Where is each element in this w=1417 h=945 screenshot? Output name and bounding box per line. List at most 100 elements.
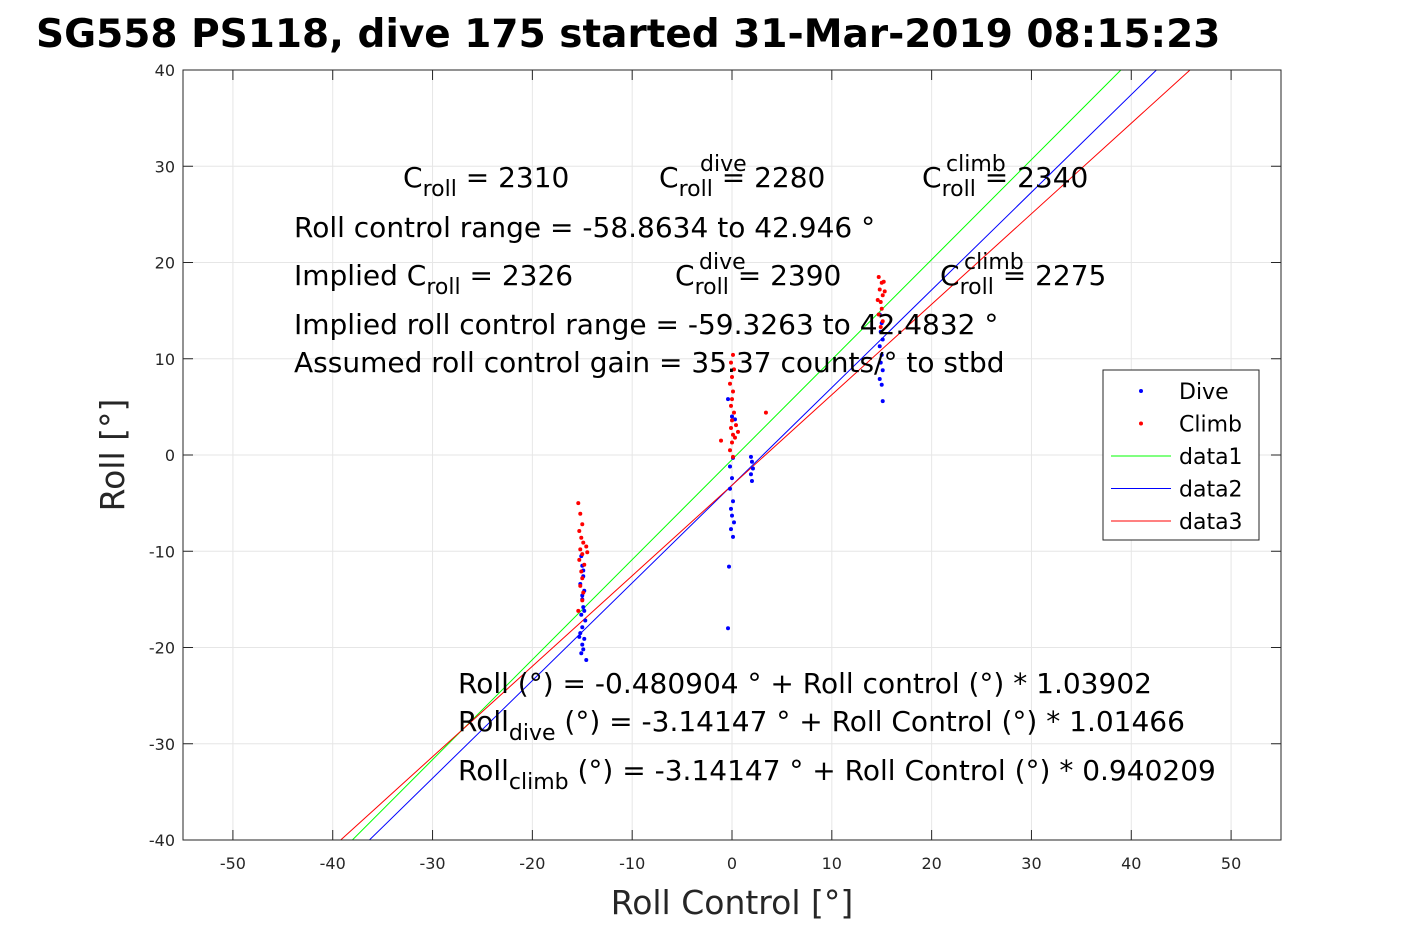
climb-point bbox=[576, 608, 581, 613]
y-tick-label: 20 bbox=[155, 254, 175, 273]
dive-point bbox=[580, 642, 585, 647]
climb-point bbox=[584, 544, 589, 549]
dive-point bbox=[578, 631, 583, 636]
climb-point bbox=[882, 289, 887, 294]
dive-point bbox=[579, 612, 584, 617]
climb-point bbox=[577, 529, 582, 534]
dive-point bbox=[877, 344, 882, 349]
dive-point bbox=[730, 534, 735, 539]
dive-point bbox=[583, 618, 588, 623]
dive-point bbox=[748, 454, 753, 459]
x-tick-label: -40 bbox=[320, 854, 346, 873]
fit-lines bbox=[340, 70, 1191, 840]
climb-point bbox=[579, 569, 584, 574]
fit-equation-dive: Rolldive (°) = -3.14147 ° + Roll Control… bbox=[458, 705, 1185, 746]
dive-point bbox=[750, 466, 755, 471]
legend-label-data3: data3 bbox=[1179, 510, 1243, 535]
y-tick-label: -40 bbox=[149, 831, 175, 850]
dive-point bbox=[730, 513, 734, 518]
dive-point bbox=[729, 527, 734, 532]
climb-point bbox=[763, 410, 768, 415]
climb-point bbox=[578, 583, 583, 588]
y-tick-label: -10 bbox=[149, 542, 175, 561]
climb-point bbox=[730, 397, 734, 402]
roll-control-range: Roll control range = -58.8634 to 42.946 … bbox=[294, 211, 875, 244]
dive-point bbox=[726, 626, 731, 631]
annotation-constants: Croll = 2310 Croll = 2280 dive Croll = 2… bbox=[294, 152, 1106, 379]
fit-line-data3 bbox=[340, 70, 1191, 840]
x-tick-label: 20 bbox=[921, 854, 941, 873]
dive-point bbox=[880, 368, 885, 373]
data-points bbox=[576, 274, 887, 663]
climb-point bbox=[580, 576, 585, 581]
fit-equation-climb: Rollclimb (°) = -3.14147 ° + Roll Contro… bbox=[458, 754, 1216, 795]
implied-c-roll-climb-annotation: Croll = 2275 bbox=[940, 259, 1106, 300]
legend-box bbox=[1102, 369, 1260, 541]
dive-point bbox=[584, 658, 589, 663]
dive-point bbox=[878, 360, 883, 365]
dive-point bbox=[880, 399, 885, 404]
implied-c-roll-dive-annotation: Croll = 2390 bbox=[675, 259, 841, 300]
dive-point bbox=[728, 464, 733, 469]
dive-point bbox=[749, 459, 754, 464]
climb-point bbox=[730, 375, 734, 380]
dive-point bbox=[878, 329, 883, 334]
y-axis-label: Roll [°] bbox=[93, 399, 132, 512]
climb-point bbox=[876, 312, 881, 317]
x-tick-label: 30 bbox=[1021, 854, 1041, 873]
dive-point bbox=[730, 414, 734, 419]
climb-point bbox=[731, 367, 736, 372]
legend-label-climb: Climb bbox=[1179, 413, 1242, 438]
c-roll-climb-sup: climb bbox=[946, 152, 1006, 177]
climb-point bbox=[732, 435, 737, 440]
dive-point bbox=[582, 608, 587, 613]
climb-point bbox=[733, 423, 738, 428]
climb-point bbox=[730, 389, 735, 394]
climb-point bbox=[729, 403, 734, 408]
climb-point bbox=[878, 324, 883, 329]
dive-point bbox=[728, 486, 733, 491]
legend-marker-climb bbox=[1139, 421, 1143, 426]
dive-point bbox=[581, 605, 586, 610]
climb-point bbox=[581, 590, 586, 595]
climb-point bbox=[579, 535, 584, 540]
implied-c-roll-annotation: Implied Croll = 2326 bbox=[294, 259, 573, 300]
axis-ticks: -50 -40 -30 -20 -10 0 10 20 30 40 50 -40 -30 -20 -10 0 1… bbox=[149, 61, 1281, 873]
x-tick-label: -50 bbox=[220, 854, 246, 873]
dive-point bbox=[749, 478, 754, 483]
climb-point bbox=[878, 299, 883, 304]
climb-point bbox=[875, 298, 880, 303]
dive-point bbox=[579, 651, 584, 656]
climb-point bbox=[580, 598, 585, 603]
dive-point bbox=[730, 476, 734, 481]
climb-point bbox=[881, 279, 886, 284]
implied-roll-control-range: Implied roll control range = -59.3263 to… bbox=[294, 308, 998, 341]
dive-point bbox=[879, 382, 884, 387]
implied-c-roll-dive-sup: dive bbox=[699, 250, 746, 275]
x-tick-label: -30 bbox=[419, 854, 445, 873]
c-roll-dive-sup: dive bbox=[700, 152, 747, 177]
fit-equation-all: Roll (°) = -0.480904 ° + Roll control (°… bbox=[458, 667, 1152, 700]
climb-point bbox=[735, 429, 740, 434]
dive-point bbox=[879, 352, 884, 357]
c-roll-dive-annotation: Croll = 2280 bbox=[659, 161, 825, 202]
dive-point bbox=[880, 337, 885, 342]
climb-point bbox=[585, 550, 590, 555]
climb-point bbox=[880, 293, 885, 298]
climb-point bbox=[578, 547, 583, 552]
dive-point bbox=[731, 520, 736, 525]
legend-label-dive: Dive bbox=[1179, 380, 1229, 405]
climb-point bbox=[582, 562, 587, 567]
dive-point bbox=[727, 564, 732, 569]
climb-point bbox=[577, 557, 582, 562]
climb-point bbox=[578, 511, 583, 516]
x-tick-label: 0 bbox=[727, 854, 737, 873]
climb-point bbox=[728, 381, 733, 386]
climb-point bbox=[580, 552, 585, 557]
x-tick-label: 50 bbox=[1221, 854, 1241, 873]
y-tick-label: 0 bbox=[165, 446, 175, 465]
x-tick-label: 10 bbox=[822, 854, 842, 873]
climb-point bbox=[730, 432, 735, 437]
implied-c-roll-climb-sup: climb bbox=[964, 250, 1024, 275]
y-tick-label: -30 bbox=[149, 735, 175, 754]
